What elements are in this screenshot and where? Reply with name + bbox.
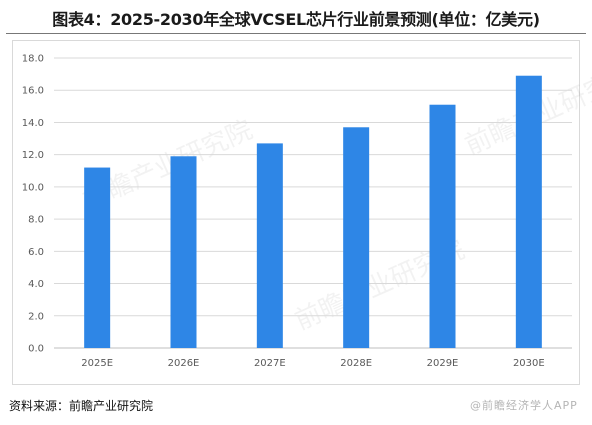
y-tick-label: 16.0 xyxy=(22,86,44,97)
y-tick-label: 18.0 xyxy=(22,54,44,65)
y-tick-label: 2.0 xyxy=(28,311,44,322)
y-tick-label: 12.0 xyxy=(22,150,44,161)
x-tick-label: 2030E xyxy=(513,358,545,369)
watermark-layer: 前瞻产业研究院前瞻产业研究院前瞻产业研究院 xyxy=(79,60,592,336)
y-tick-label: 4.0 xyxy=(28,279,44,290)
bar-2030E xyxy=(515,75,542,348)
x-tick-label: 2025E xyxy=(81,358,113,369)
y-axis-ticks: 0.0 2.0 4.0 6.0 8.0 10.0 12.0 14.0 16.0 18.0 xyxy=(22,54,44,355)
x-tick-label: 2029E xyxy=(427,358,459,369)
x-tick-label: 2026E xyxy=(168,358,200,369)
brand-watermark: @前瞻经济学人APP xyxy=(470,399,578,412)
bars xyxy=(84,75,542,349)
bar-2027E xyxy=(256,143,283,348)
y-tick-label: 10.0 xyxy=(22,182,44,193)
source-note: 资料来源：前瞻产业研究院 xyxy=(9,399,154,413)
x-tick-label: 2028E xyxy=(340,358,372,369)
chart-frame xyxy=(12,40,580,385)
y-tick-label: 14.0 xyxy=(22,118,44,129)
y-tick-label: 0.0 xyxy=(28,344,44,355)
bar-2026E xyxy=(170,156,197,348)
chart-title: 图表4：2025-2030年全球VCSEL芯片行业前景预测(单位：亿美元) xyxy=(52,10,540,29)
bar-2025E xyxy=(84,167,111,348)
bar-2028E xyxy=(343,127,370,349)
y-tick-label: 8.0 xyxy=(28,215,44,226)
y-tick-label: 6.0 xyxy=(28,247,44,258)
title-rule xyxy=(6,33,586,34)
x-axis-ticks: 2025E 2026E 2027E 2028E 2029E 2030E xyxy=(81,358,544,369)
gridlines xyxy=(54,57,572,349)
x-tick-label: 2027E xyxy=(254,358,286,369)
bar-2029E xyxy=(429,104,456,348)
